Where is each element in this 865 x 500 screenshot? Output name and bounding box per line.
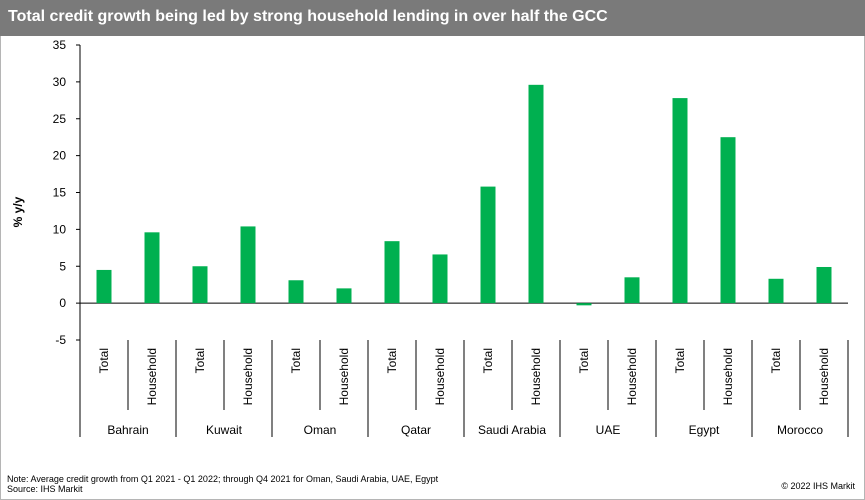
bar <box>672 98 688 304</box>
y-tick-label: 25 <box>53 112 67 126</box>
y-tick-label: 10 <box>53 222 67 236</box>
subcategory-label: Household <box>433 348 447 405</box>
title-bar: Total credit growth being led by strong … <box>0 0 865 36</box>
y-tick-label: -5 <box>55 333 66 347</box>
group-label: Qatar <box>401 423 431 437</box>
group-label: Bahrain <box>107 423 148 437</box>
subcategory-label: Total <box>577 348 591 373</box>
group-label: Morocco <box>777 423 823 437</box>
bar <box>816 266 832 304</box>
y-tick-label: 15 <box>53 186 67 200</box>
subcategory-label: Total <box>673 348 687 373</box>
x-axis-labels: Total Household Total Household Total Househo… <box>79 340 849 437</box>
bar <box>480 186 496 304</box>
y-tick-label: 5 <box>59 259 66 273</box>
bar <box>768 278 784 304</box>
bar <box>192 266 208 304</box>
bar <box>96 269 112 304</box>
bar <box>720 137 736 304</box>
source-note: Source: IHS Markit <box>7 484 83 494</box>
subcategory-label: Total <box>289 348 303 373</box>
bar <box>336 288 352 304</box>
axes: -5 0 5 10 15 20 25 30 35 <box>53 38 848 347</box>
subcategory-label: Total <box>193 348 207 373</box>
bar <box>528 84 544 304</box>
y-tick-label: 30 <box>53 75 67 89</box>
group-label: UAE <box>596 423 621 437</box>
subcategory-label: Household <box>241 348 255 405</box>
chart-title: Total credit growth being led by strong … <box>8 8 608 25</box>
y-tick-label: 20 <box>53 149 67 163</box>
bar <box>144 232 160 304</box>
group-label: Saudi Arabia <box>478 423 546 437</box>
subcategory-label: Household <box>817 348 831 405</box>
subcategory-label: Total <box>481 348 495 373</box>
bar <box>384 241 400 304</box>
subcategory-label: Household <box>529 348 543 405</box>
subcategory-label: Total <box>769 348 783 373</box>
subcategory-label: Household <box>625 348 639 405</box>
subcategory-label: Household <box>145 348 159 405</box>
y-tick-label: 35 <box>53 38 67 52</box>
copyright: © 2022 IHS Markit <box>781 481 855 491</box>
subcategory-label: Total <box>385 348 399 373</box>
subcategory-label: Household <box>337 348 351 405</box>
bar <box>240 226 256 304</box>
footnote: Note: Average credit growth from Q1 2021… <box>7 474 439 484</box>
bar <box>576 303 592 306</box>
bar <box>288 280 304 304</box>
bar <box>432 254 448 304</box>
y-tick-label: 0 <box>59 296 66 310</box>
bars <box>96 84 832 306</box>
y-axis-label: % y/y <box>11 196 25 227</box>
group-label: Kuwait <box>206 423 243 437</box>
subcategory-label: Total <box>97 348 111 373</box>
group-label: Egypt <box>689 423 720 437</box>
group-label: Oman <box>304 423 337 437</box>
subcategory-label: Household <box>721 348 735 405</box>
bar <box>624 277 640 304</box>
